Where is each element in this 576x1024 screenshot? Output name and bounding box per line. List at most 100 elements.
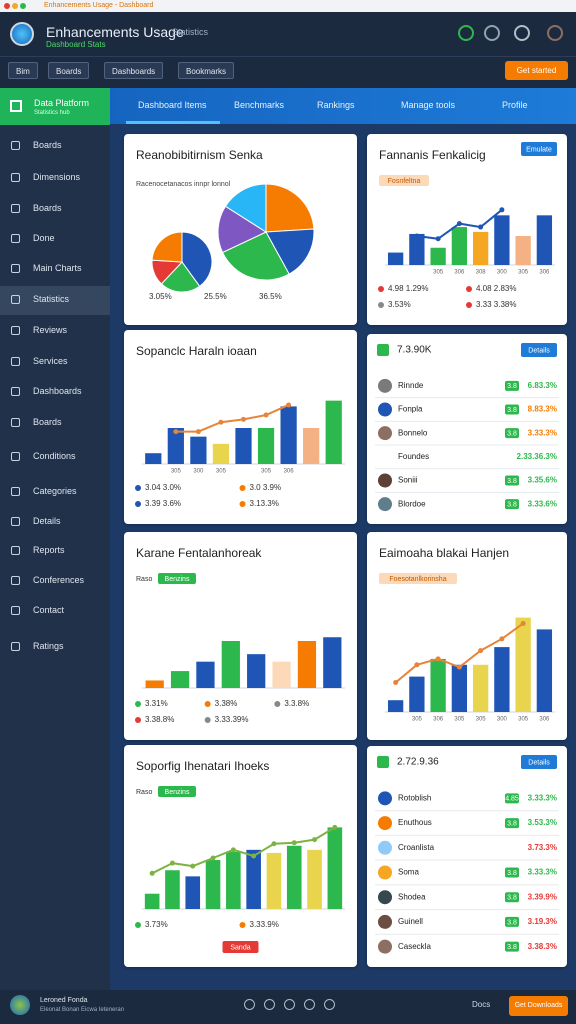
tab[interactable]: Profile: [502, 100, 528, 110]
footer-icon[interactable]: [284, 999, 295, 1010]
card-chart: Fannanis Fenkalicig Emulate Fosnfeltna 305 3…: [378, 142, 557, 309]
nav-item[interactable]: Reviews: [33, 325, 68, 335]
nav-item[interactable]: Boards: [33, 203, 62, 213]
card: 7.3.90K Details Rinnde 3.8 6.83.3% Fonpla 3.8 8…: [367, 334, 567, 524]
card-title: Soporfig Ihenatari Ihoeks: [136, 759, 269, 773]
legend-text: 3.38%: [215, 699, 238, 708]
row-name: Bonnelo: [398, 428, 428, 437]
line-dot: [520, 621, 526, 626]
nav-item[interactable]: Conditions: [33, 451, 76, 461]
row-badge: [505, 818, 519, 829]
card-chart: Eaimoaha blakai Hanjen Foesotanlkorinsha 3…: [379, 546, 555, 723]
pie-label: 36.5%: [259, 292, 282, 301]
toolbar-button[interactable]: Dashboards: [104, 62, 164, 79]
bar: [170, 671, 190, 688]
tab[interactable]: Manage tools: [401, 100, 456, 110]
header-icon[interactable]: [514, 25, 530, 41]
line-dot: [291, 840, 297, 846]
avatar: [378, 497, 392, 512]
toolbar-button[interactable]: Bim: [8, 62, 38, 79]
nav-item[interactable]: Reports: [33, 545, 65, 555]
footer-icon[interactable]: [244, 999, 255, 1010]
card-title: 2.72.9.36: [397, 757, 439, 768]
toolbar-button[interactable]: Boards: [48, 62, 90, 79]
toolbar-button[interactable]: Bookmarks: [178, 62, 235, 79]
nav-item[interactable]: Categories: [33, 486, 77, 496]
legend-text: 3.39 3.6%: [145, 499, 181, 508]
header-badge: Statistics: [172, 27, 209, 37]
row-badge-label: 3.8: [507, 919, 517, 926]
x-tick-label: 306: [539, 717, 550, 723]
x-tick-label: 300: [497, 270, 508, 276]
row-badge: [505, 404, 519, 415]
card-button: [521, 343, 557, 357]
row-badge-label: 3.8: [507, 431, 517, 438]
bar: [387, 700, 404, 712]
header-icon[interactable]: [484, 25, 500, 41]
footer-icon[interactable]: [324, 999, 335, 1010]
nav-item[interactable]: Conferences: [33, 575, 85, 585]
nav-item[interactable]: Main Charts: [33, 263, 82, 273]
nav-item[interactable]: Dashboards: [33, 386, 82, 396]
tag-prefix: Raso: [136, 789, 152, 796]
x-tick-label: 305: [433, 270, 444, 276]
bar: [515, 236, 531, 265]
nav-item[interactable]: Details: [33, 516, 61, 526]
line-dot: [169, 860, 175, 866]
tab[interactable]: Dashboard Items: [138, 100, 207, 110]
line-dot: [499, 207, 505, 213]
line-dot: [456, 664, 462, 670]
nav-item[interactable]: Contact: [33, 605, 65, 615]
bar: [303, 428, 320, 464]
nav-icon: [11, 295, 20, 304]
bar: [387, 252, 404, 265]
bar: [409, 676, 425, 712]
toolbar-action[interactable]: Get started: [505, 61, 568, 80]
row-badge-label: 4.85: [505, 796, 519, 803]
nav-item[interactable]: Done: [33, 233, 55, 243]
x-tick-label: 300: [497, 717, 508, 723]
card-tag: [379, 573, 457, 584]
nav-item[interactable]: Services: [33, 356, 68, 366]
footer-link[interactable]: Docs: [472, 1000, 491, 1009]
line-dot: [478, 224, 484, 230]
footer-icon[interactable]: [304, 999, 315, 1010]
card-button-label: Details: [528, 759, 550, 766]
legend-text: 3.73%: [145, 920, 168, 929]
header-icon[interactable]: [547, 25, 563, 41]
row-value: 3.33.3%: [528, 868, 557, 877]
x-tick-label: 300: [193, 469, 204, 475]
header-subtitle: Dashboard Stats: [46, 40, 106, 49]
card-title: Sopanclc Haraln ioaan: [136, 344, 257, 358]
legend-dot: [239, 501, 246, 507]
card-title: 7.3.90K: [397, 345, 432, 356]
window-dot: [12, 3, 18, 9]
tab[interactable]: Benchmarks: [234, 100, 285, 110]
card: Karane Fentalanhoreak Raso Benzins 3.31% 3.3…: [124, 532, 357, 740]
nav-icon: [11, 204, 20, 213]
row-badge-label: 3.8: [507, 502, 517, 509]
line-dot: [456, 221, 462, 227]
bar: [409, 233, 425, 265]
card-title: Reanobibitirnism Senka: [136, 148, 263, 162]
row-badge-label: 3.8: [507, 944, 517, 951]
nav-item[interactable]: Boards: [33, 140, 62, 150]
nav-icon: [11, 141, 20, 150]
card-title: Fannanis Fenkalicig: [379, 148, 486, 162]
window-dot: [20, 3, 26, 9]
card-subtitle: Racenocetanacos innpr lonnol: [136, 181, 231, 188]
nav-item[interactable]: Statistics: [33, 294, 70, 304]
footer-icon[interactable]: [264, 999, 275, 1010]
row-badge: [505, 916, 519, 927]
nav-item[interactable]: Ratings: [33, 641, 64, 651]
bar: [430, 247, 446, 265]
footer-action[interactable]: Get Downloads: [509, 996, 568, 1016]
nav-item[interactable]: Dimensions: [33, 172, 81, 182]
header-icon[interactable]: [458, 25, 474, 41]
tab[interactable]: Rankings: [317, 100, 355, 110]
nav-item[interactable]: Boards: [33, 417, 62, 427]
legend-text: 4.98 1.29%: [388, 284, 428, 293]
row-badge-label: 3.8: [507, 870, 517, 877]
line-dot: [499, 636, 505, 642]
trend-line: [151, 826, 336, 875]
